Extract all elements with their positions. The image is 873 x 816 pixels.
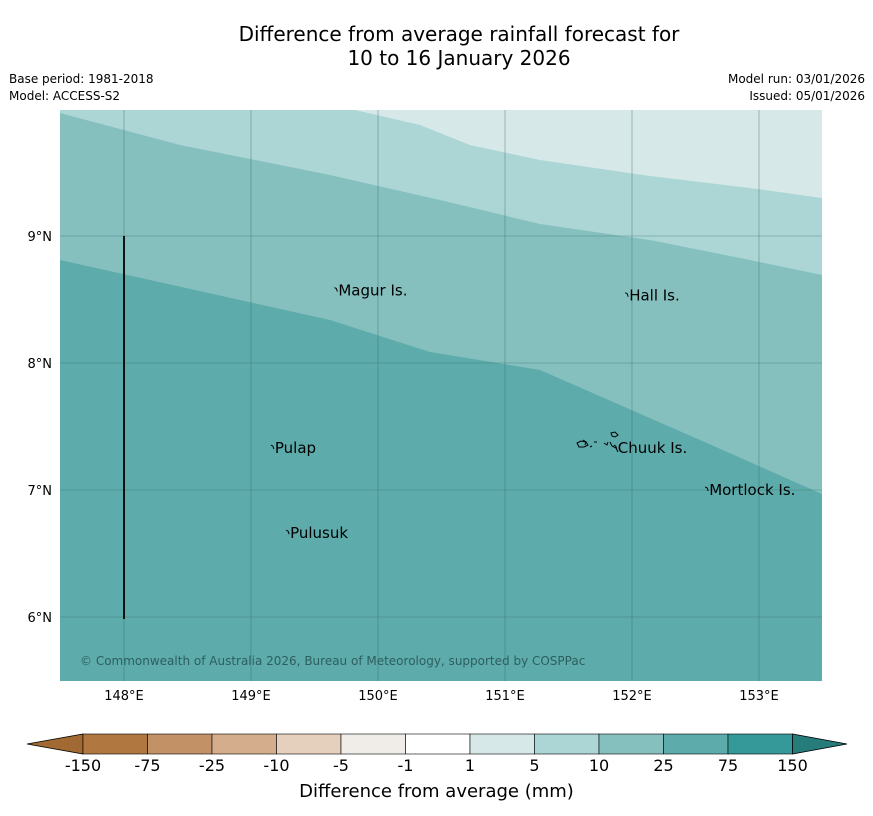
island-marker xyxy=(624,292,629,297)
colorbar-tick-label: -75 xyxy=(134,756,161,775)
colorbar-segment xyxy=(727,733,793,755)
colorbar-segment xyxy=(340,733,406,755)
colorbar-tick-label: -25 xyxy=(198,756,226,775)
colorbar-tick-label: 1 xyxy=(464,756,476,775)
colorbar-under-arrow xyxy=(26,733,84,755)
longitude-label: 148°E xyxy=(104,689,144,704)
axis-labels: 148°E 149°E 150°E 151°E 152°E 153°E 6°N 7°N 8°N 9… xyxy=(28,230,779,704)
longitude-label: 149°E xyxy=(231,689,271,704)
base-period: Base period: 1981-2018 xyxy=(9,72,154,86)
colorbar-tick-label: 75 xyxy=(717,756,739,775)
island-label: Chuuk Is. xyxy=(618,439,687,457)
colorbar-segment xyxy=(598,733,664,755)
longitude-label: 153°E xyxy=(739,689,779,704)
model-name: Model: ACCESS-S2 xyxy=(9,89,121,103)
latitude-label: 7°N xyxy=(28,484,53,499)
colorbar-tick-label: -5 xyxy=(333,756,349,775)
island-label: Pulusuk xyxy=(290,524,348,542)
colorbar xyxy=(26,733,848,755)
colorbar-tick-label: 25 xyxy=(653,756,674,775)
island-layer: Magur Is. Hall Is. Pulap Chuuk Is. Mortlock … xyxy=(270,282,795,542)
colorbar-segment xyxy=(147,733,213,755)
island-label: Pulap xyxy=(275,439,316,457)
zone-1-5 xyxy=(355,110,822,198)
island-label: Mortlock Is. xyxy=(709,481,795,499)
latitude-label: 6°N xyxy=(28,611,53,626)
colorbar-segment xyxy=(405,733,471,755)
map-title: Difference from average rainfall forecas… xyxy=(0,22,873,70)
island-label: Hall Is. xyxy=(629,287,680,305)
title-line-1: Difference from average rainfall forecas… xyxy=(238,22,680,46)
colorbar-segment xyxy=(534,733,600,755)
island-marker xyxy=(704,486,709,492)
copyright-notice: © Commonwealth of Australia 2026, Bureau… xyxy=(80,654,585,668)
colorbar-segment xyxy=(211,733,277,755)
colorbar-segment xyxy=(663,733,729,755)
longitude-label: 150°E xyxy=(358,689,398,704)
map-area: Magur Is. Hall Is. Pulap Chuuk Is. Mortlock … xyxy=(60,110,822,681)
colorbar-tick-label: 150 xyxy=(777,756,808,775)
island-marker xyxy=(613,444,618,450)
colorbar-title: Difference from average (mm) xyxy=(299,781,574,802)
island-marker xyxy=(270,444,275,450)
meta-right: Model run: 03/01/2026 Issued: 05/01/2026 xyxy=(728,71,865,105)
colorbar-segment xyxy=(469,733,535,755)
model-run: Model run: 03/01/2026 xyxy=(727,72,865,86)
title-line-2: 10 to 16 January 2026 xyxy=(347,46,571,70)
island-marker xyxy=(285,529,290,535)
colorbar-segment xyxy=(82,733,148,755)
colorbar-segment xyxy=(276,733,342,755)
colorbar-over-arrow xyxy=(792,733,848,755)
colorbar-tick-label: -150 xyxy=(64,756,102,775)
colorbar-tick-label: -10 xyxy=(263,756,290,775)
island-marker xyxy=(334,287,338,292)
latitude-label: 8°N xyxy=(28,357,53,372)
island-label: Magur Is. xyxy=(338,282,407,300)
issued-date: Issued: 05/01/2026 xyxy=(749,89,865,103)
colorbar-tick-label: 10 xyxy=(588,756,610,775)
chuuk-reef-outline xyxy=(576,431,619,453)
colorbar-tick-label: 5 xyxy=(529,756,540,775)
colorbar-tick-label: -1 xyxy=(397,756,414,775)
longitude-label: 151°E xyxy=(485,689,525,704)
longitude-label: 152°E xyxy=(612,689,652,704)
latitude-label: 9°N xyxy=(28,230,53,245)
meta-left: Base period: 1981-2018 Model: ACCESS-S2 xyxy=(9,71,154,105)
